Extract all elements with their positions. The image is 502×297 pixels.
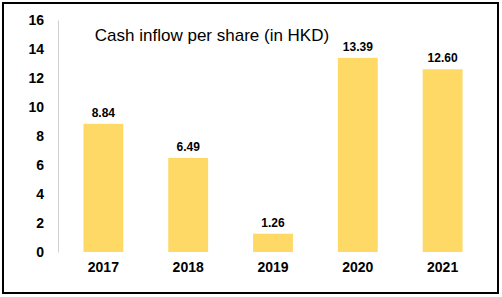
y-tick: 0 <box>36 244 58 260</box>
y-tick-label: 6 <box>36 157 44 173</box>
x-tick-label: 2018 <box>173 259 204 275</box>
y-tick-label: 10 <box>28 99 44 115</box>
bar <box>423 69 463 252</box>
data-labels: 8.84 6.49 1.26 13.39 12.60 <box>92 40 458 230</box>
data-label: 6.49 <box>177 140 201 154</box>
x-tick: 2020 <box>342 252 373 275</box>
x-tick-label: 2020 <box>342 259 373 275</box>
y-axis: 0 2 4 6 8 10 12 14 16 <box>28 12 58 260</box>
y-tick-label: 12 <box>28 70 44 86</box>
x-tick: 2017 <box>88 252 119 275</box>
y-tick-label: 0 <box>36 244 44 260</box>
y-tick: 12 <box>28 70 58 86</box>
y-tick: 6 <box>36 157 58 173</box>
y-tick: 4 <box>36 186 58 202</box>
frame <box>3 3 498 293</box>
title: Cash inflow per share (in HKD) <box>95 26 329 45</box>
bar <box>83 124 123 252</box>
y-tick: 2 <box>36 215 58 231</box>
bar <box>168 158 208 252</box>
x-tick: 2019 <box>257 252 288 275</box>
x-axis: 2017 2018 2019 2020 2021 <box>88 252 459 275</box>
y-tick-label: 16 <box>28 12 44 28</box>
data-label: 1.26 <box>261 216 285 230</box>
bar <box>253 234 293 252</box>
y-tick: 14 <box>28 41 58 57</box>
x-tick: 2021 <box>427 252 458 275</box>
x-tick-label: 2021 <box>427 259 458 275</box>
y-axis-line <box>58 21 59 253</box>
bars <box>83 58 462 252</box>
x-tick-label: 2019 <box>257 259 288 275</box>
data-label: 13.39 <box>343 40 373 54</box>
y-tick: 8 <box>36 128 58 144</box>
y-tick-label: 2 <box>36 215 44 231</box>
x-tick: 2018 <box>173 252 204 275</box>
x-tick-label: 2017 <box>88 259 119 275</box>
y-tick-label: 4 <box>36 186 44 202</box>
y-tick-label: 14 <box>28 41 44 57</box>
data-label: 12.60 <box>428 51 458 65</box>
y-tick: 10 <box>28 99 58 115</box>
plot: 0 2 4 6 8 10 12 14 16 2017 2018 2019 2020 2021 8.84 6.4… <box>28 12 462 275</box>
data-label: 8.84 <box>92 106 116 120</box>
bar <box>338 58 378 252</box>
y-tick-label: 8 <box>36 128 44 144</box>
y-tick: 16 <box>28 12 58 28</box>
chart: 0 2 4 6 8 10 12 14 16 2017 2018 2019 2020 2021 8.84 6.4… <box>0 0 502 297</box>
